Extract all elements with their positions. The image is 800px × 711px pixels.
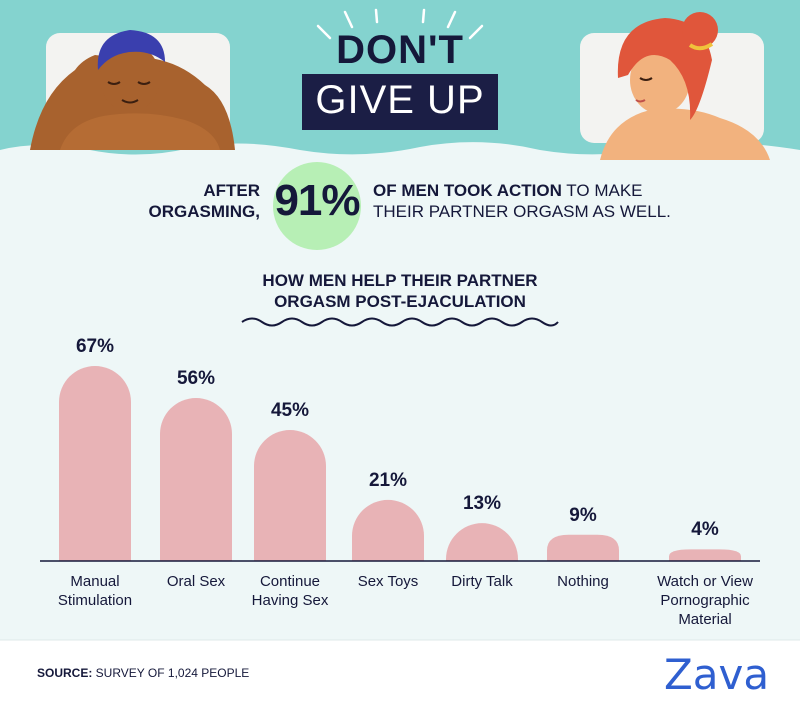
man-hair (97, 30, 165, 70)
woman-bun (682, 12, 718, 48)
stat-rest-text: TO MAKE (561, 181, 643, 200)
chart-title: HOW MEN HELP THEIR PARTNER ORGASM POST-E… (262, 271, 538, 311)
category-label-3: Sex Toys (357, 573, 419, 590)
bar-value-label-5: 9% (569, 504, 597, 526)
man-eye-left (107, 81, 121, 85)
category-label-0: Manual Stimulation (57, 573, 133, 609)
bar-2 (254, 430, 326, 561)
bar-value-label-3: 21% (368, 469, 408, 491)
sparkle-lines (316, 8, 484, 40)
stat-circle (273, 162, 361, 250)
man-smile (121, 99, 139, 104)
woman-hair-tie (688, 42, 714, 51)
woman-mouth (635, 99, 646, 103)
stat-value: 91% (274, 176, 360, 225)
bar-value-label-6: 4% (691, 519, 719, 541)
bar-4 (446, 523, 518, 561)
bar-5 (547, 534, 619, 561)
category-label-6: Watch or View Pornographic Material (657, 573, 753, 628)
bar-1 (160, 398, 232, 561)
woman-eye (639, 77, 653, 81)
bar-value-label-0: 67% (75, 336, 115, 357)
stat-line-2: THEIR PARTNER ORGASM AS WELL. (373, 202, 671, 221)
source-text: SURVEY OF 1,024 PEOPLE (92, 666, 250, 680)
stat-bold-text: OF MEN TOOK ACTION (373, 181, 562, 200)
stat-description: OF MEN TOOK ACTION TO MAKE THEIR PARTNER… (373, 180, 671, 222)
category-label-1: Oral Sex (166, 573, 226, 590)
man-illustration (30, 30, 235, 150)
man-face (100, 44, 160, 112)
bar-value-label-2: 45% (270, 400, 310, 422)
bar-6 (669, 549, 741, 561)
wavy-divider (241, 317, 559, 327)
bar-value-label-4: 13% (462, 493, 502, 515)
source-note: SOURCE: SURVEY OF 1,024 PEOPLE (37, 666, 249, 680)
bar-0 (59, 366, 131, 561)
brand-logo: Zava (664, 650, 770, 699)
stat-lead-text: AFTER ORGASMING, (148, 181, 260, 221)
category-label-4: Dirty Talk (451, 573, 513, 590)
source-label: SOURCE: (37, 666, 93, 680)
man-eye-right (137, 81, 151, 85)
bar-value-label-1: 56% (176, 368, 216, 389)
title-badge: GIVE UP (302, 74, 498, 130)
woman-shoulders (600, 108, 770, 160)
woman-illustration (600, 12, 770, 160)
title-line-2: GIVE UP (315, 78, 485, 122)
man-chest (60, 113, 220, 150)
category-label-2: Continue Having Sex (251, 573, 329, 609)
title-line-1: DON'T (336, 28, 464, 72)
bar-chart (59, 366, 741, 561)
bar-3 (352, 499, 424, 561)
category-label-5: Nothing (557, 573, 609, 590)
